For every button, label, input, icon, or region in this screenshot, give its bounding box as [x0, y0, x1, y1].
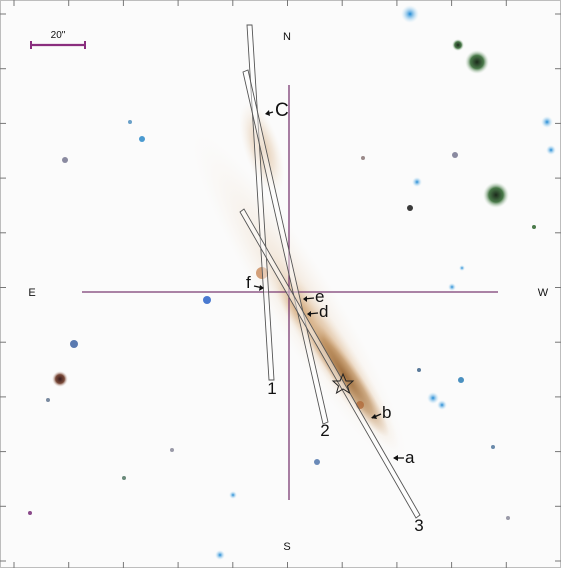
knot-b-label: b: [382, 403, 391, 422]
knot-a-label: a: [405, 448, 415, 467]
galaxy: [192, 102, 408, 467]
slit-1: [246, 24, 275, 381]
west-label: W: [538, 287, 549, 299]
arrow-icon: [303, 296, 315, 302]
scale-bar-label: 20": [51, 30, 66, 41]
south-label: S: [283, 541, 290, 553]
slit-2: [242, 69, 329, 425]
east-label: E: [28, 287, 35, 299]
knot-arrows: [253, 110, 404, 461]
slit-3: [239, 208, 421, 519]
arrow-icon: [253, 285, 264, 291]
center-crosshair: [82, 85, 498, 500]
north-label: N: [283, 31, 291, 43]
star-marker-icon: [331, 372, 355, 395]
slit-3-label: 3: [414, 516, 423, 535]
arrow-icon: [307, 311, 319, 317]
slit-2-label: 2: [320, 421, 329, 440]
slit-1-label: 1: [267, 379, 276, 398]
knot-f-label: f: [246, 273, 251, 292]
field-stars: [28, 5, 556, 560]
arrow-icon: [371, 413, 382, 419]
arrow-icon: [265, 110, 274, 116]
knot-e-label: e: [315, 287, 324, 306]
knot-c-label: C: [275, 100, 289, 121]
scale-bar: 20": [30, 30, 86, 49]
slits: [239, 24, 421, 519]
knot-d-label: d: [319, 302, 328, 321]
arrow-icon: [393, 455, 404, 461]
